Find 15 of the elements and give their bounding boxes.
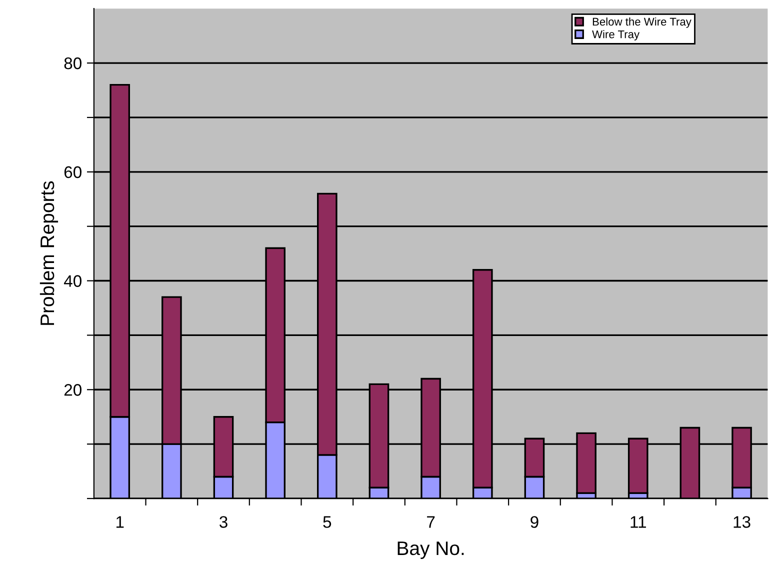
x-tick-label: 13 bbox=[734, 516, 750, 528]
legend-label: Below the Wire Tray bbox=[592, 17, 692, 28]
legend-label: Wire Tray bbox=[592, 30, 640, 40]
y-tick-label: 40 bbox=[64, 275, 82, 287]
x-tick-label: 9 bbox=[530, 516, 538, 528]
y-tick-label: 20 bbox=[64, 384, 82, 396]
x-tick-label: 11 bbox=[630, 516, 646, 528]
x-tick-label: 3 bbox=[220, 516, 228, 528]
x-axis-title: Bay No. bbox=[398, 542, 464, 559]
x-tick-label: 1 bbox=[116, 516, 124, 528]
x-tick-label: 5 bbox=[323, 516, 332, 528]
x-tick-label: 7 bbox=[427, 516, 435, 528]
y-tick-label: 80 bbox=[64, 57, 82, 70]
y-tick-label: 60 bbox=[64, 166, 82, 178]
y-axis-title: Problem Reports bbox=[40, 181, 58, 325]
